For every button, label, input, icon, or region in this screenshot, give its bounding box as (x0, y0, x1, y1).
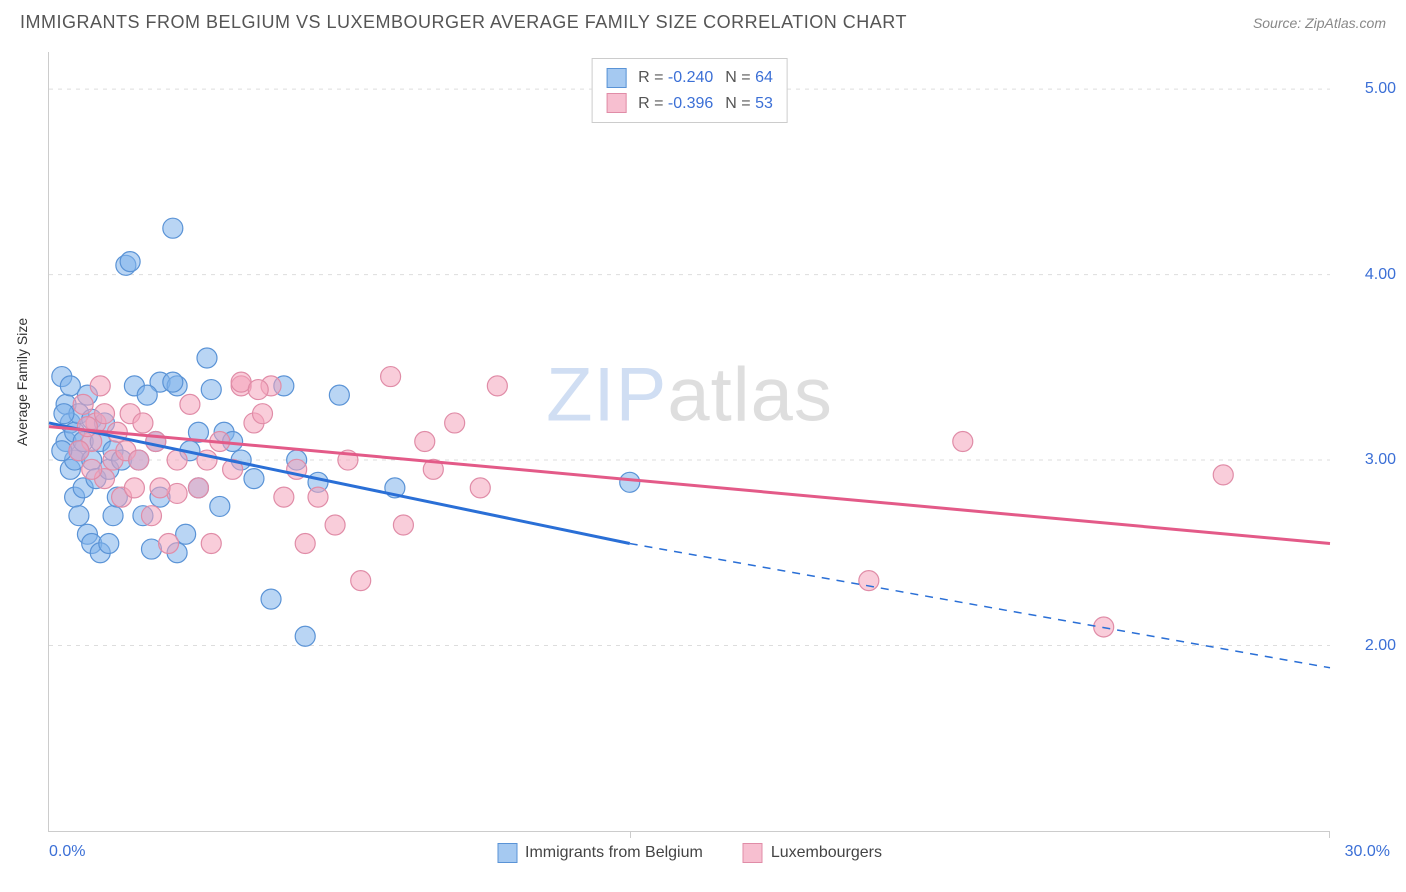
plot-svg (49, 52, 1330, 831)
swatch-belgium (606, 68, 626, 88)
y-tick-label: 5.00 (1365, 80, 1396, 98)
series-legend: Immigrants from Belgium Luxembourgers (497, 843, 882, 863)
y-tick-label: 3.00 (1365, 451, 1396, 469)
x-tick-mark (1329, 831, 1330, 838)
legend-label-luxembourg: Luxembourgers (771, 844, 882, 862)
legend-item-belgium: Immigrants from Belgium (497, 843, 703, 863)
swatch-belgium-icon (497, 843, 517, 863)
source-label: Source: ZipAtlas.com (1253, 15, 1386, 31)
legend-item-luxembourg: Luxembourgers (743, 843, 882, 863)
legend-row-luxembourg: R = -0.396 N = 53 (606, 91, 773, 117)
y-tick-label: 4.00 (1365, 266, 1396, 284)
swatch-luxembourg-icon (743, 843, 763, 863)
chart-title: IMMIGRANTS FROM BELGIUM VS LUXEMBOURGER … (20, 12, 907, 33)
x-axis-min-label: 0.0% (49, 843, 85, 861)
legend-label-belgium: Immigrants from Belgium (525, 844, 703, 862)
y-tick-label: 2.00 (1365, 637, 1396, 655)
x-tick-mark (630, 831, 631, 838)
correlation-legend: R = -0.240 N = 64 R = -0.396 N = 53 (591, 58, 788, 123)
chart-area: ZIPatlas R = -0.240 N = 64 R = -0.396 N … (48, 52, 1330, 832)
legend-row-belgium: R = -0.240 N = 64 (606, 65, 773, 91)
x-axis-max-label: 30.0% (1345, 843, 1390, 861)
y-axis-label: Average Family Size (14, 318, 30, 446)
swatch-luxembourg (606, 93, 626, 113)
